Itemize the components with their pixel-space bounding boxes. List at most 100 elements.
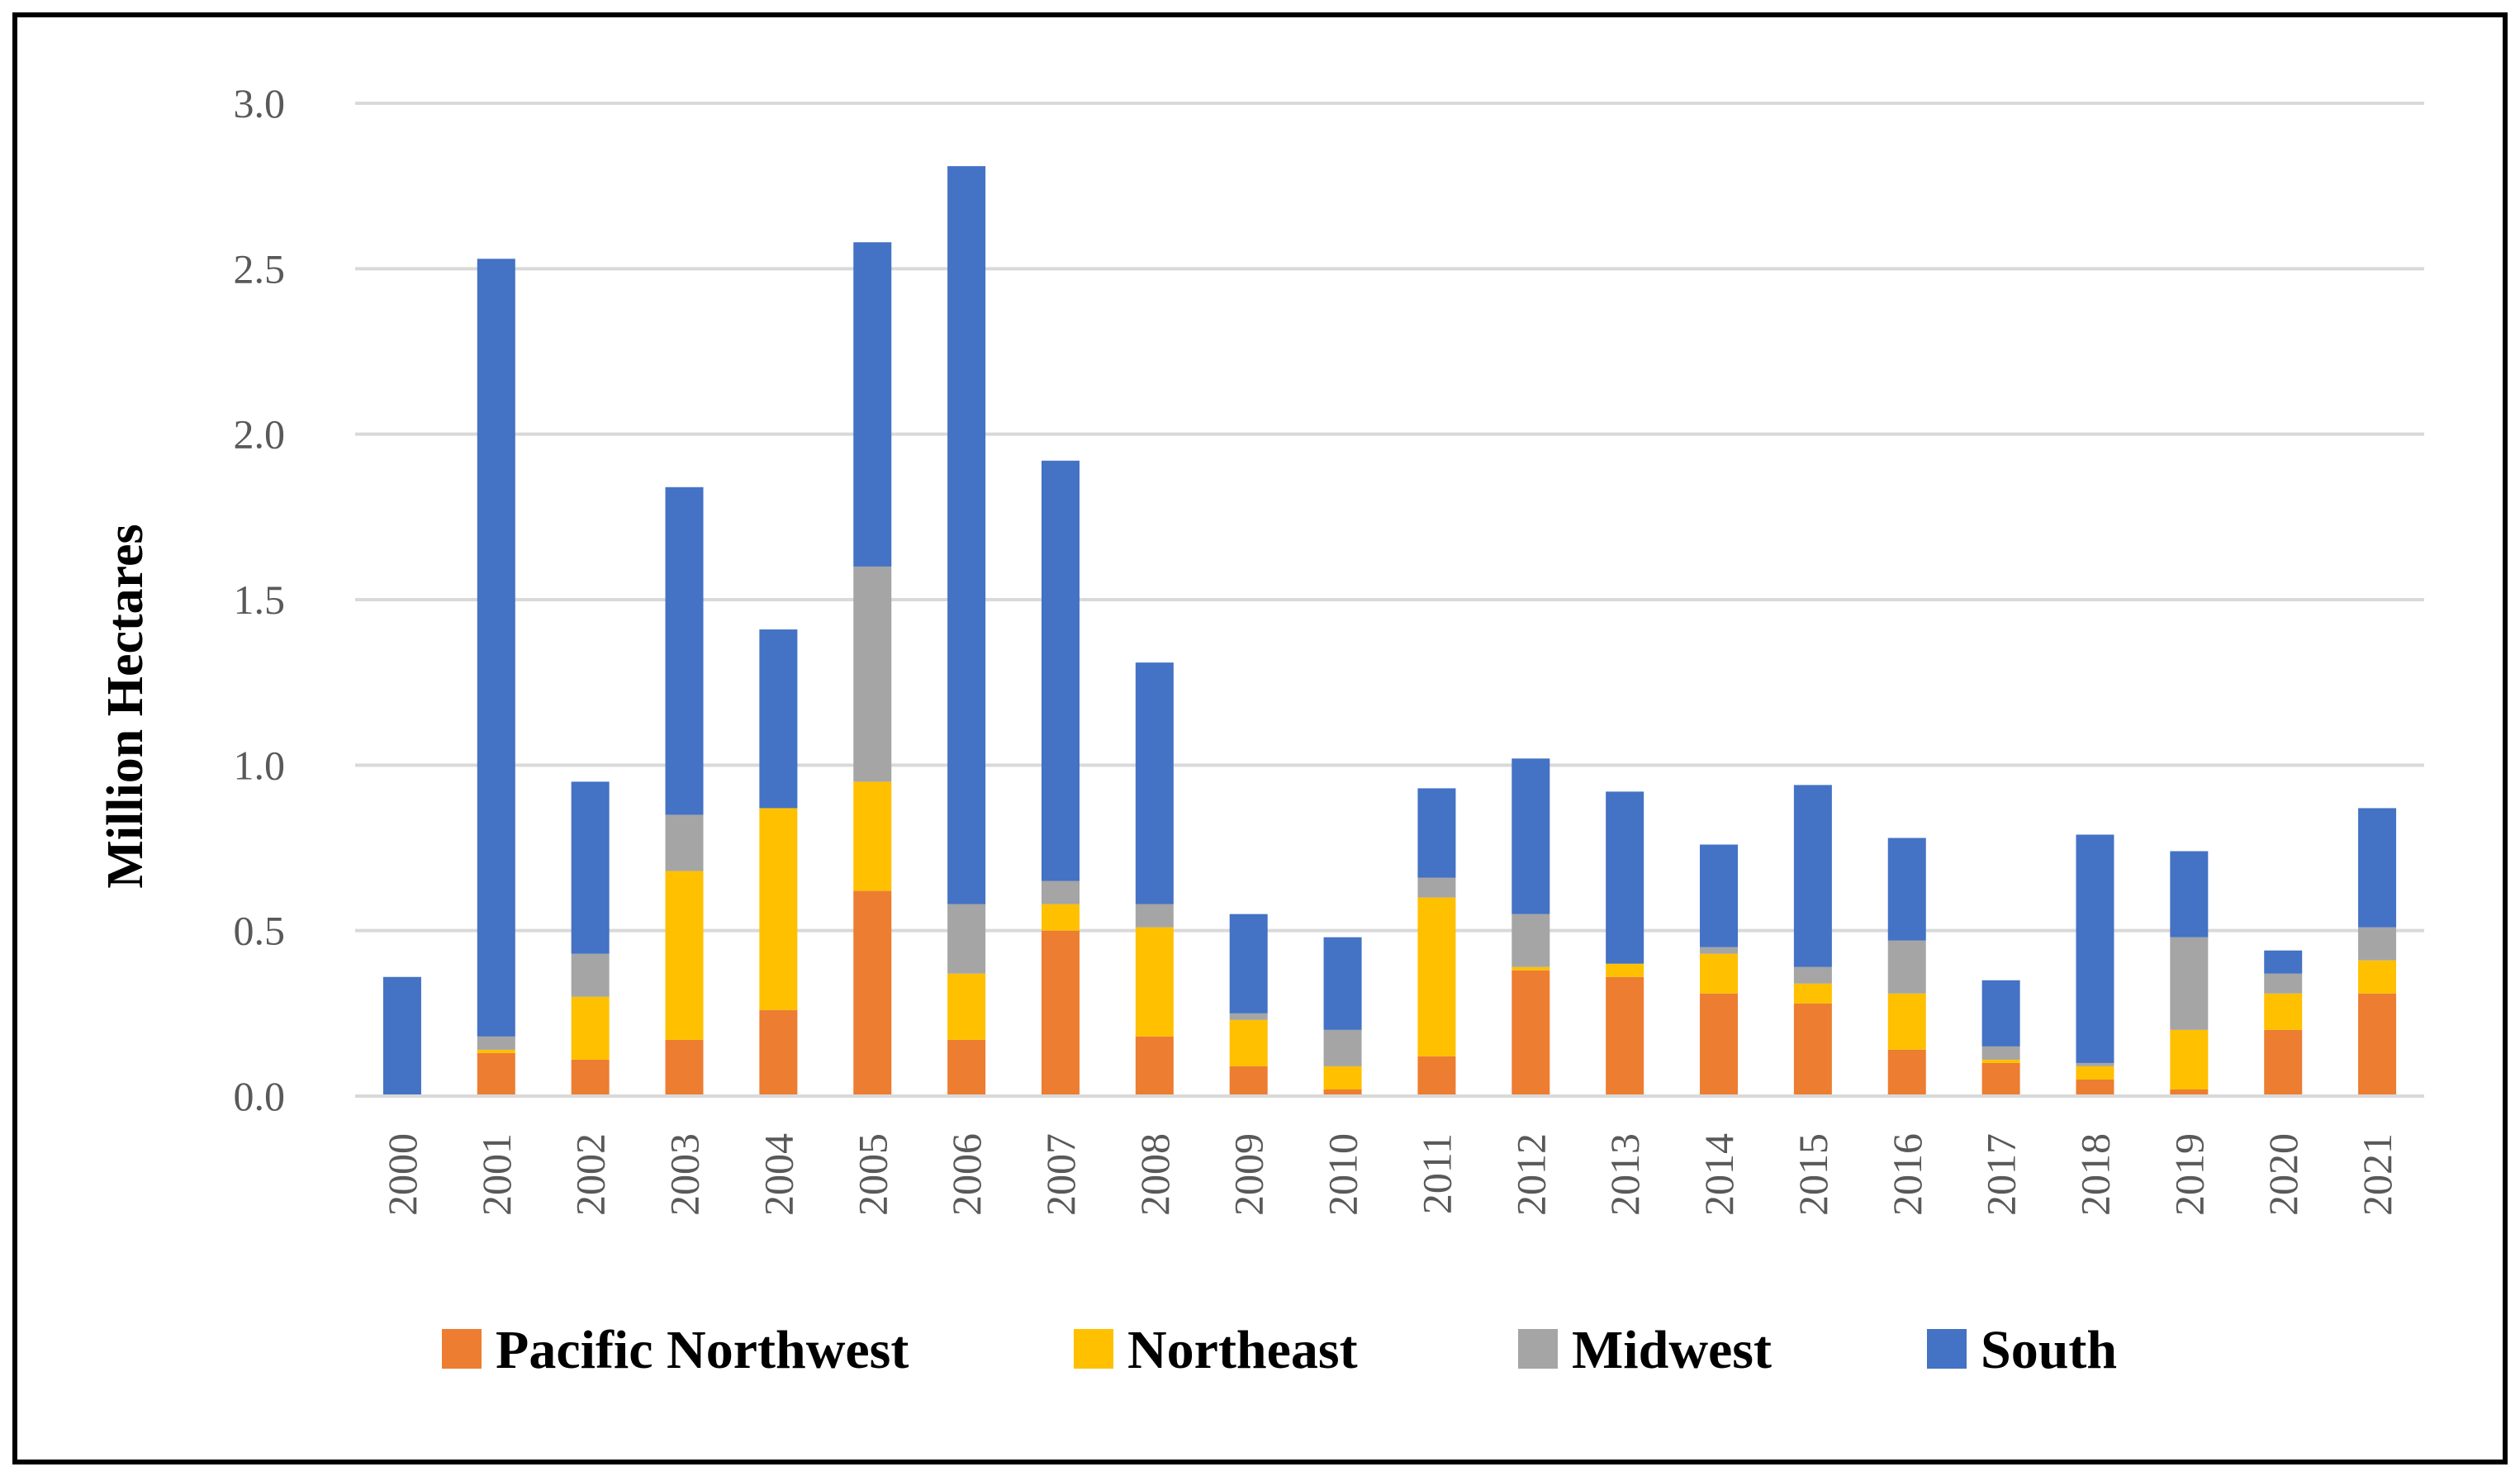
bar-midwest-2021 bbox=[2358, 927, 2397, 961]
x-tick-label: 2020 bbox=[2260, 1133, 2306, 1216]
x-tick-label: 2004 bbox=[755, 1133, 801, 1216]
bar-pacific-northwest-2021 bbox=[2358, 993, 2397, 1096]
bar-pacific-northwest-2019 bbox=[2170, 1089, 2209, 1096]
bar-pacific-northwest-2004 bbox=[759, 1009, 798, 1096]
y-tick-label: 2.0 bbox=[234, 411, 286, 458]
bar-south-2015 bbox=[1793, 785, 1832, 967]
bar-northeast-2004 bbox=[759, 808, 798, 1010]
bar-northeast-2011 bbox=[1417, 897, 1456, 1056]
bar-pacific-northwest-2010 bbox=[1323, 1089, 1362, 1096]
bar-south-2016 bbox=[1887, 838, 1926, 941]
legend-label: South bbox=[1981, 1320, 2117, 1380]
x-tick-label: 2003 bbox=[662, 1133, 708, 1216]
x-tick-label: 2017 bbox=[1978, 1133, 2024, 1216]
bar-pacific-northwest-2008 bbox=[1135, 1036, 1174, 1096]
bar-northeast-2016 bbox=[1887, 993, 1926, 1050]
x-tick-label: 2009 bbox=[1226, 1133, 1272, 1216]
bar-midwest-2007 bbox=[1041, 881, 1080, 904]
bar-northeast-2012 bbox=[1512, 966, 1550, 971]
x-tick-label: 2005 bbox=[849, 1133, 895, 1216]
bar-midwest-2009 bbox=[1229, 1013, 1268, 1020]
bar-midwest-2005 bbox=[853, 566, 892, 782]
x-tick-label: 2014 bbox=[1696, 1133, 1742, 1216]
x-tick-label: 2018 bbox=[2072, 1133, 2118, 1216]
legend-swatch-south bbox=[1927, 1329, 1967, 1369]
legend-swatch-pacific-northwest bbox=[442, 1329, 482, 1369]
x-tick-label: 2019 bbox=[2166, 1133, 2212, 1216]
x-tick-label: 2011 bbox=[1413, 1133, 1459, 1214]
bar-northeast-2005 bbox=[853, 781, 892, 891]
x-tick-label: 2016 bbox=[1884, 1133, 1930, 1216]
bar-south-2003 bbox=[665, 487, 704, 815]
y-tick-label: 2.5 bbox=[234, 245, 286, 292]
x-tick-label: 2000 bbox=[379, 1133, 425, 1216]
bar-south-2009 bbox=[1229, 914, 1268, 1013]
bar-pacific-northwest-2009 bbox=[1229, 1066, 1268, 1096]
bar-northeast-2014 bbox=[1700, 953, 1739, 994]
bar-midwest-2012 bbox=[1512, 914, 1550, 967]
x-tick-label: 2021 bbox=[2354, 1133, 2400, 1216]
y-tick-label: 0.0 bbox=[234, 1073, 286, 1119]
bar-south-2005 bbox=[853, 242, 892, 567]
bar-pacific-northwest-2018 bbox=[2076, 1079, 2114, 1096]
bar-pacific-northwest-2002 bbox=[571, 1059, 610, 1096]
bar-midwest-2008 bbox=[1135, 904, 1174, 928]
bar-northeast-2021 bbox=[2358, 960, 2397, 994]
bar-pacific-northwest-2016 bbox=[1887, 1049, 1926, 1096]
bar-midwest-2015 bbox=[1793, 966, 1832, 984]
bar-south-2012 bbox=[1512, 758, 1550, 914]
bar-south-2001 bbox=[477, 259, 515, 1037]
bar-northeast-2013 bbox=[1606, 963, 1644, 977]
bar-northeast-2007 bbox=[1041, 904, 1080, 931]
bar-northeast-2008 bbox=[1135, 927, 1174, 1037]
bar-south-2017 bbox=[1981, 980, 2020, 1047]
x-axis-ticks: 2000 2001 2002 2003 2004 2005 2006 2007 2008 2009… bbox=[379, 1133, 2400, 1216]
legend-label: Northeast bbox=[1127, 1320, 1358, 1380]
x-tick-label: 2012 bbox=[1507, 1133, 1554, 1216]
bar-midwest-2001 bbox=[477, 1036, 515, 1050]
bar-south-2000 bbox=[382, 976, 421, 1096]
bar-pacific-northwest-2014 bbox=[1700, 993, 1739, 1096]
bar-northeast-2017 bbox=[1981, 1059, 2020, 1063]
y-axis-label: Million Hectares bbox=[97, 524, 154, 888]
bar-midwest-2020 bbox=[2264, 973, 2303, 994]
bar-pacific-northwest-2013 bbox=[1606, 976, 1644, 1096]
y-tick-label: 1.0 bbox=[234, 742, 286, 788]
bar-northeast-2015 bbox=[1793, 983, 1832, 1004]
x-tick-label: 2006 bbox=[943, 1133, 989, 1216]
bar-northeast-2006 bbox=[947, 973, 986, 1040]
bar-south-2014 bbox=[1700, 844, 1739, 947]
bar-pacific-northwest-2007 bbox=[1041, 930, 1080, 1096]
x-tick-label: 2008 bbox=[1132, 1133, 1178, 1216]
bar-northeast-2019 bbox=[2170, 1029, 2209, 1089]
bar-pacific-northwest-2012 bbox=[1512, 970, 1550, 1096]
x-tick-label: 2010 bbox=[1320, 1133, 1366, 1216]
bar-midwest-2016 bbox=[1887, 940, 1926, 994]
bar-south-2008 bbox=[1135, 662, 1174, 904]
x-tick-label: 2002 bbox=[567, 1133, 614, 1216]
legend: Pacific Northwest Northeast Midwest South bbox=[442, 1320, 2117, 1380]
bar-northeast-2002 bbox=[571, 996, 610, 1060]
bar-midwest-2010 bbox=[1323, 1029, 1362, 1066]
bar-midwest-2014 bbox=[1700, 947, 1739, 954]
x-tick-label: 2001 bbox=[473, 1133, 520, 1216]
bar-pacific-northwest-2001 bbox=[477, 1052, 515, 1096]
bar-pacific-northwest-2005 bbox=[853, 890, 892, 1096]
y-axis-ticks: 0.0 0.5 1.0 1.5 2.0 2.5 3.0 bbox=[234, 80, 286, 1119]
bars bbox=[382, 166, 2397, 1096]
bar-south-2018 bbox=[2076, 834, 2114, 1063]
legend-label: Midwest bbox=[1572, 1320, 1772, 1380]
bar-northeast-2003 bbox=[665, 871, 704, 1040]
bar-northeast-2020 bbox=[2264, 993, 2303, 1030]
bar-pacific-northwest-2015 bbox=[1793, 1003, 1832, 1096]
bar-south-2020 bbox=[2264, 950, 2303, 974]
bar-south-2021 bbox=[2358, 808, 2397, 928]
bar-midwest-2002 bbox=[571, 953, 610, 997]
chart-border bbox=[12, 12, 2508, 1464]
bar-pacific-northwest-2003 bbox=[665, 1039, 704, 1096]
y-tick-label: 3.0 bbox=[234, 80, 286, 126]
bar-midwest-2019 bbox=[2170, 937, 2209, 1030]
bar-midwest-2003 bbox=[665, 814, 704, 871]
bar-pacific-northwest-2011 bbox=[1417, 1056, 1456, 1096]
